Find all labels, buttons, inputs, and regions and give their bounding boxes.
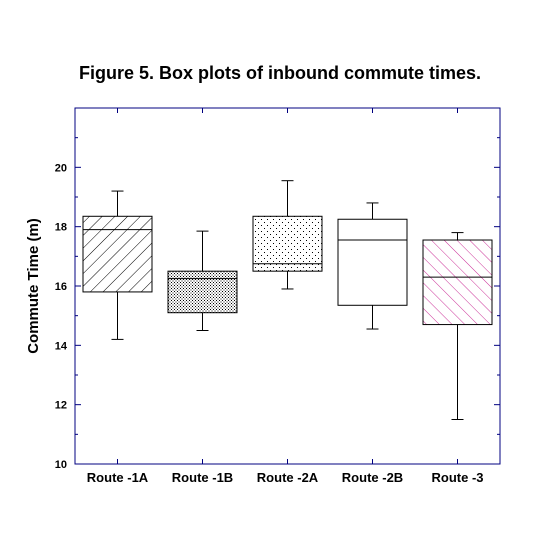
box-5 [422,239,493,326]
y-tick-label: 20 [55,162,67,174]
y-axis-label: Commute Time (m) [25,218,42,354]
x-category-label: Route -2A [257,470,319,485]
x-category-label: Route -3 [432,470,484,485]
x-category-label: Route -1A [87,470,149,485]
box-3 [252,215,323,272]
box-2 [167,270,238,314]
y-tick-label: 18 [55,222,67,234]
chart-title: Figure 5. Box plots of inbound commute t… [78,63,482,83]
x-category-label: Route -2B [342,470,403,485]
x-category-label: Route -1B [172,470,233,485]
box-4 [337,218,408,306]
y-tick-label: 14 [55,340,68,352]
y-tick-label: 12 [55,400,67,412]
y-tick-label: 16 [55,281,67,293]
box-1 [82,215,153,293]
y-tick-label: 10 [55,459,67,471]
